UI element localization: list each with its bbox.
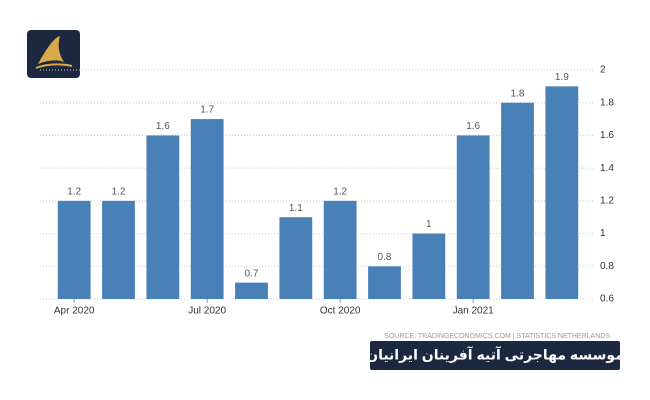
value-label: 1 — [426, 219, 432, 230]
bar — [279, 217, 313, 299]
value-label: 1.8 — [511, 88, 525, 99]
bar — [412, 233, 446, 299]
bar — [146, 135, 180, 299]
bar — [323, 200, 357, 299]
y-tick-label: 1.6 — [600, 130, 614, 141]
value-label: 1.2 — [67, 186, 81, 197]
x-tick-label: Jul 2020 — [188, 306, 226, 317]
y-tick-label: 0.6 — [600, 294, 614, 305]
value-label: 1.9 — [555, 72, 569, 83]
bar — [545, 86, 579, 299]
x-tick-label: Apr 2020 — [54, 306, 95, 317]
logo — [27, 30, 80, 78]
x-tick-label: Jan 2021 — [453, 306, 495, 317]
value-label: 1.1 — [289, 203, 303, 214]
banner-text: موسسه مهاجرتی آتیه آفرینان ایرانیان — [366, 346, 624, 364]
value-label: 1.2 — [112, 186, 126, 197]
y-tick-label: 1.2 — [600, 195, 614, 206]
banner-box — [370, 341, 620, 370]
value-label: 0.8 — [378, 252, 392, 263]
bar — [368, 266, 401, 299]
x-tick-label: Oct 2020 — [320, 306, 361, 317]
y-tick-label: 1 — [600, 228, 606, 239]
y-tick-label: 2 — [600, 65, 606, 76]
value-label: 1.6 — [156, 121, 170, 132]
y-tick-label: 1.8 — [600, 97, 614, 108]
bar — [57, 200, 91, 299]
y-tick-label: 1.4 — [600, 163, 614, 174]
bar — [102, 200, 135, 299]
value-label: 1.7 — [200, 105, 214, 116]
bar — [501, 102, 534, 299]
bar — [235, 282, 268, 299]
bar — [456, 135, 490, 299]
value-label: 1.2 — [333, 186, 347, 197]
value-label: 1.6 — [466, 121, 480, 132]
value-label: 0.7 — [245, 268, 259, 279]
bar — [190, 119, 224, 299]
source-note: SOURCE: TRADINGECONOMICS.COM | STATISTIC… — [384, 333, 610, 340]
y-tick-label: 0.8 — [600, 261, 614, 272]
